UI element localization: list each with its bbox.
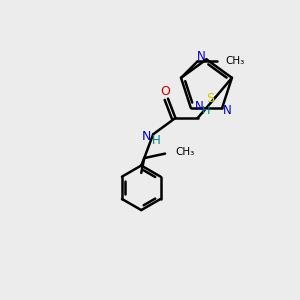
Text: O: O bbox=[160, 85, 170, 98]
Text: N: N bbox=[195, 100, 203, 113]
Text: N: N bbox=[142, 130, 151, 143]
Text: CH₃: CH₃ bbox=[226, 56, 245, 67]
Text: CH₃: CH₃ bbox=[176, 147, 195, 157]
Text: N: N bbox=[223, 104, 232, 117]
Text: N: N bbox=[197, 50, 206, 64]
Text: H: H bbox=[202, 106, 210, 116]
Text: H: H bbox=[152, 134, 161, 147]
Text: S: S bbox=[206, 92, 214, 105]
